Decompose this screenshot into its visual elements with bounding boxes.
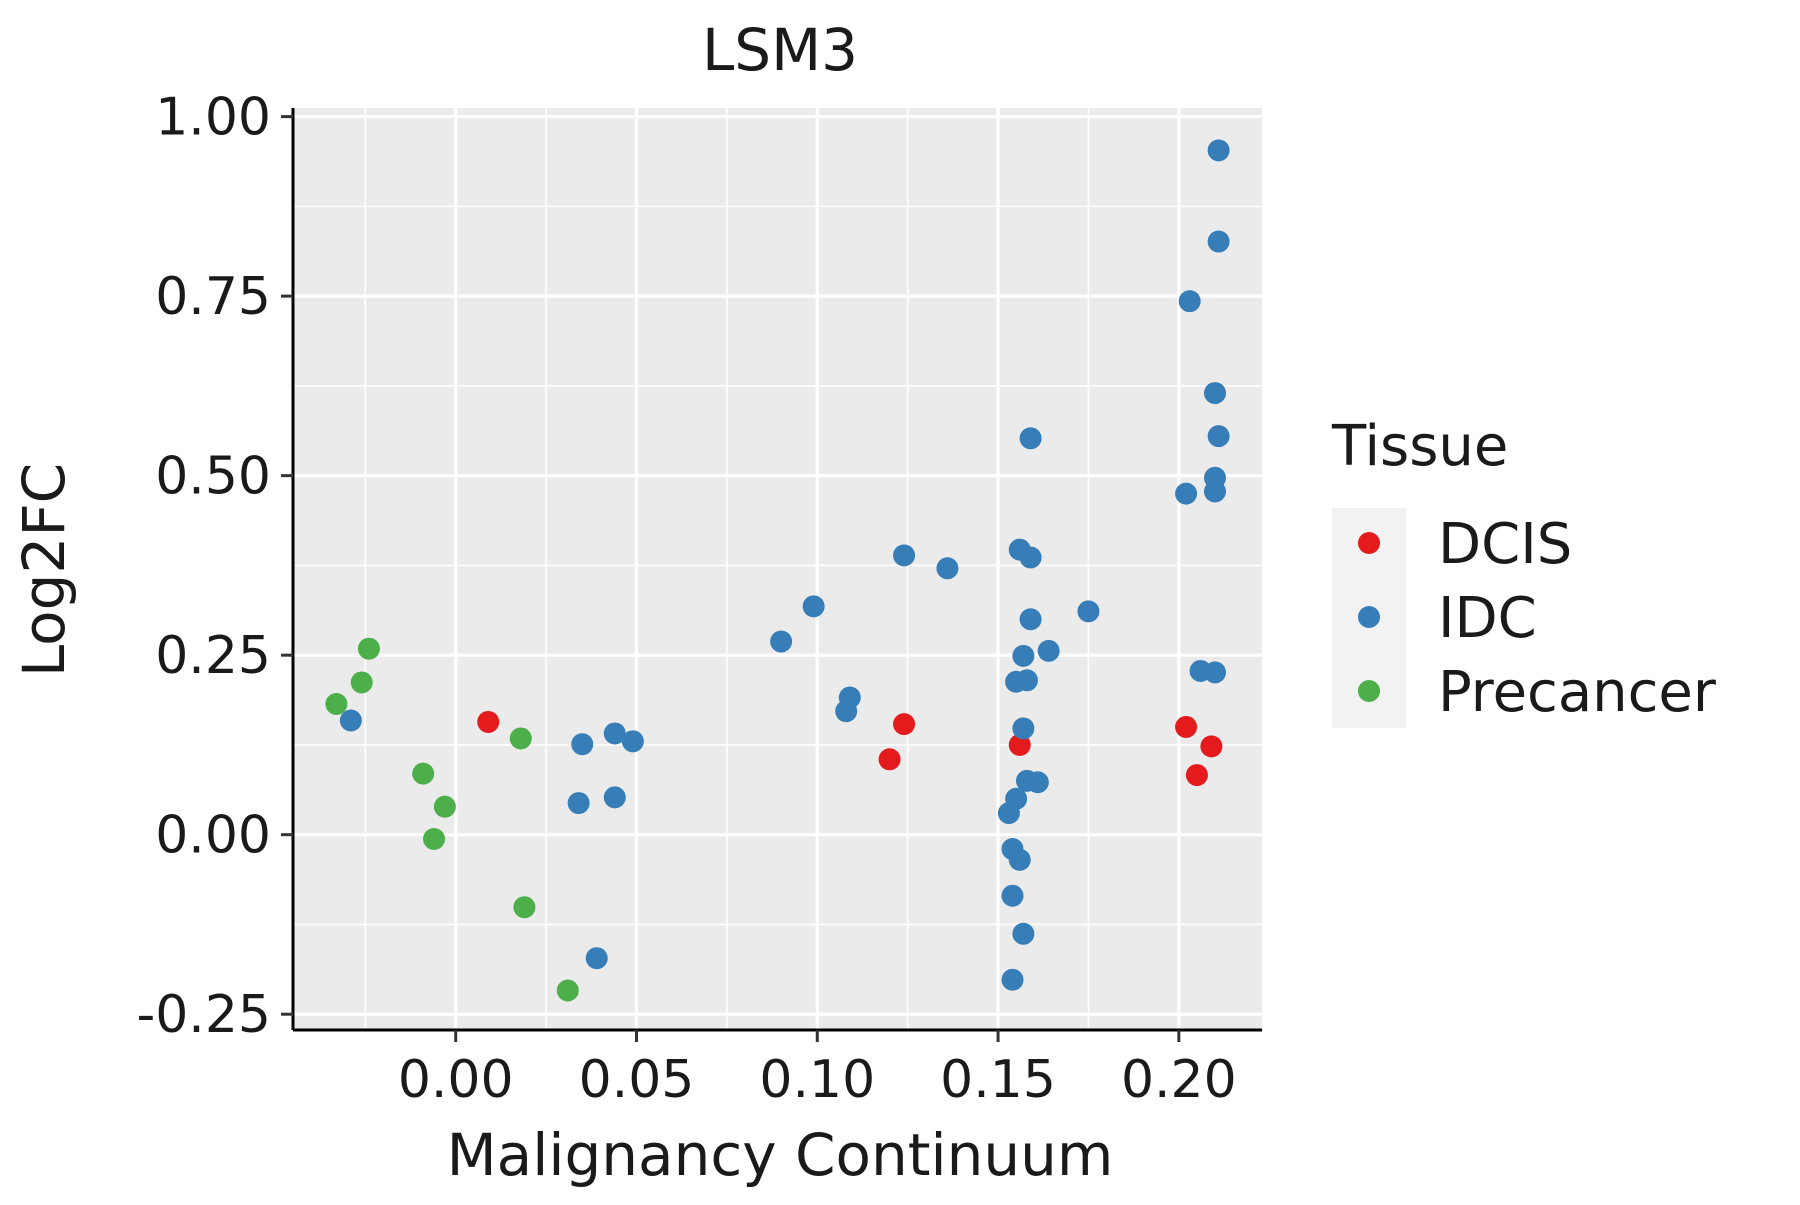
data-point-precancer [412,762,435,785]
data-point-idc [1012,644,1035,667]
chart-title: LSM3 [702,16,858,84]
legend-label-dcis: DCIS [1438,512,1572,577]
y-tick-label: 0.00 [155,806,271,866]
y-axis-label: Log2FC [10,463,78,677]
data-point-dcis [1200,735,1223,758]
data-point-idc [339,709,362,732]
data-point-idc [1207,139,1230,162]
x-tick-label: 0.15 [940,1050,1056,1110]
data-point-precancer [433,795,456,818]
data-point-precancer [509,727,532,750]
data-point-idc [1015,669,1038,692]
data-point-idc [603,722,626,745]
x-axis-label: Malignancy Continuum [447,1121,1114,1189]
y-tick-label: 0.50 [155,447,271,507]
data-point-idc [1012,922,1035,945]
data-point-dcis [477,710,500,733]
data-point-idc [603,786,626,809]
legend-key-precancer [1358,680,1380,702]
data-point-idc [1001,884,1024,907]
data-point-idc [936,557,959,580]
data-point-precancer [513,896,536,919]
y-axis-ticks: -0.25 0.00 0.25 0.50 0.75 1.00 [136,88,293,1045]
data-point-idc [1012,717,1035,740]
data-point-idc [893,544,916,567]
x-tick-label: 0.20 [1121,1050,1237,1110]
data-point-dcis [878,748,901,771]
plot-panel [293,108,1262,1030]
legend-label-idc: IDC [1438,586,1537,651]
major-gridlines [293,108,1262,1030]
legend-key-idc [1358,606,1380,628]
data-point-dcis [1175,715,1198,738]
data-point-idc [1005,787,1028,810]
data-point-idc [1026,771,1049,794]
x-axis-ticks: 0.00 0.05 0.10 0.15 0.20 [398,1030,1237,1110]
data-point-idc [1203,480,1226,503]
y-tick-label: 1.00 [155,88,271,148]
legend-items: DCIS IDC Precancer [1358,512,1717,725]
data-point-idc [1037,639,1060,662]
data-point-idc [1178,290,1201,313]
legend: Tissue DCIS IDC Precancer [1331,414,1717,728]
data-point-idc [1001,968,1024,991]
data-point-idc [621,730,644,753]
data-point-idc [1203,382,1226,405]
x-tick-label: 0.05 [579,1050,695,1110]
y-tick-label: -0.25 [136,985,271,1045]
data-point-precancer [556,979,579,1002]
legend-key-dcis [1358,532,1380,554]
y-tick-label: 0.75 [155,267,271,327]
data-point-idc [1019,427,1042,450]
x-tick-label: 0.10 [759,1050,875,1110]
data-point-idc [571,733,594,756]
data-point-idc [770,630,793,653]
data-point-idc [1019,546,1042,569]
data-point-idc [1077,600,1100,623]
data-point-idc [585,947,608,970]
data-point-dcis [1185,764,1208,787]
data-point-idc [802,595,825,618]
legend-title: Tissue [1331,414,1508,479]
data-point-precancer [423,827,446,850]
data-point-idc [838,686,861,709]
data-point-precancer [325,692,348,715]
x-tick-label: 0.00 [398,1050,514,1110]
data-point-idc [1019,608,1042,631]
data-points [325,139,1230,1002]
data-point-idc [1008,848,1031,871]
data-point-precancer [350,671,373,694]
data-point-dcis [1008,733,1031,756]
data-point-precancer [357,637,380,660]
data-point-idc [1175,482,1198,505]
data-point-idc [1207,230,1230,253]
y-tick-label: 0.25 [155,626,271,686]
data-point-idc [567,792,590,815]
data-point-idc [1203,661,1226,684]
data-point-idc [1207,425,1230,448]
data-point-dcis [893,713,916,736]
legend-label-precancer: Precancer [1438,660,1717,725]
